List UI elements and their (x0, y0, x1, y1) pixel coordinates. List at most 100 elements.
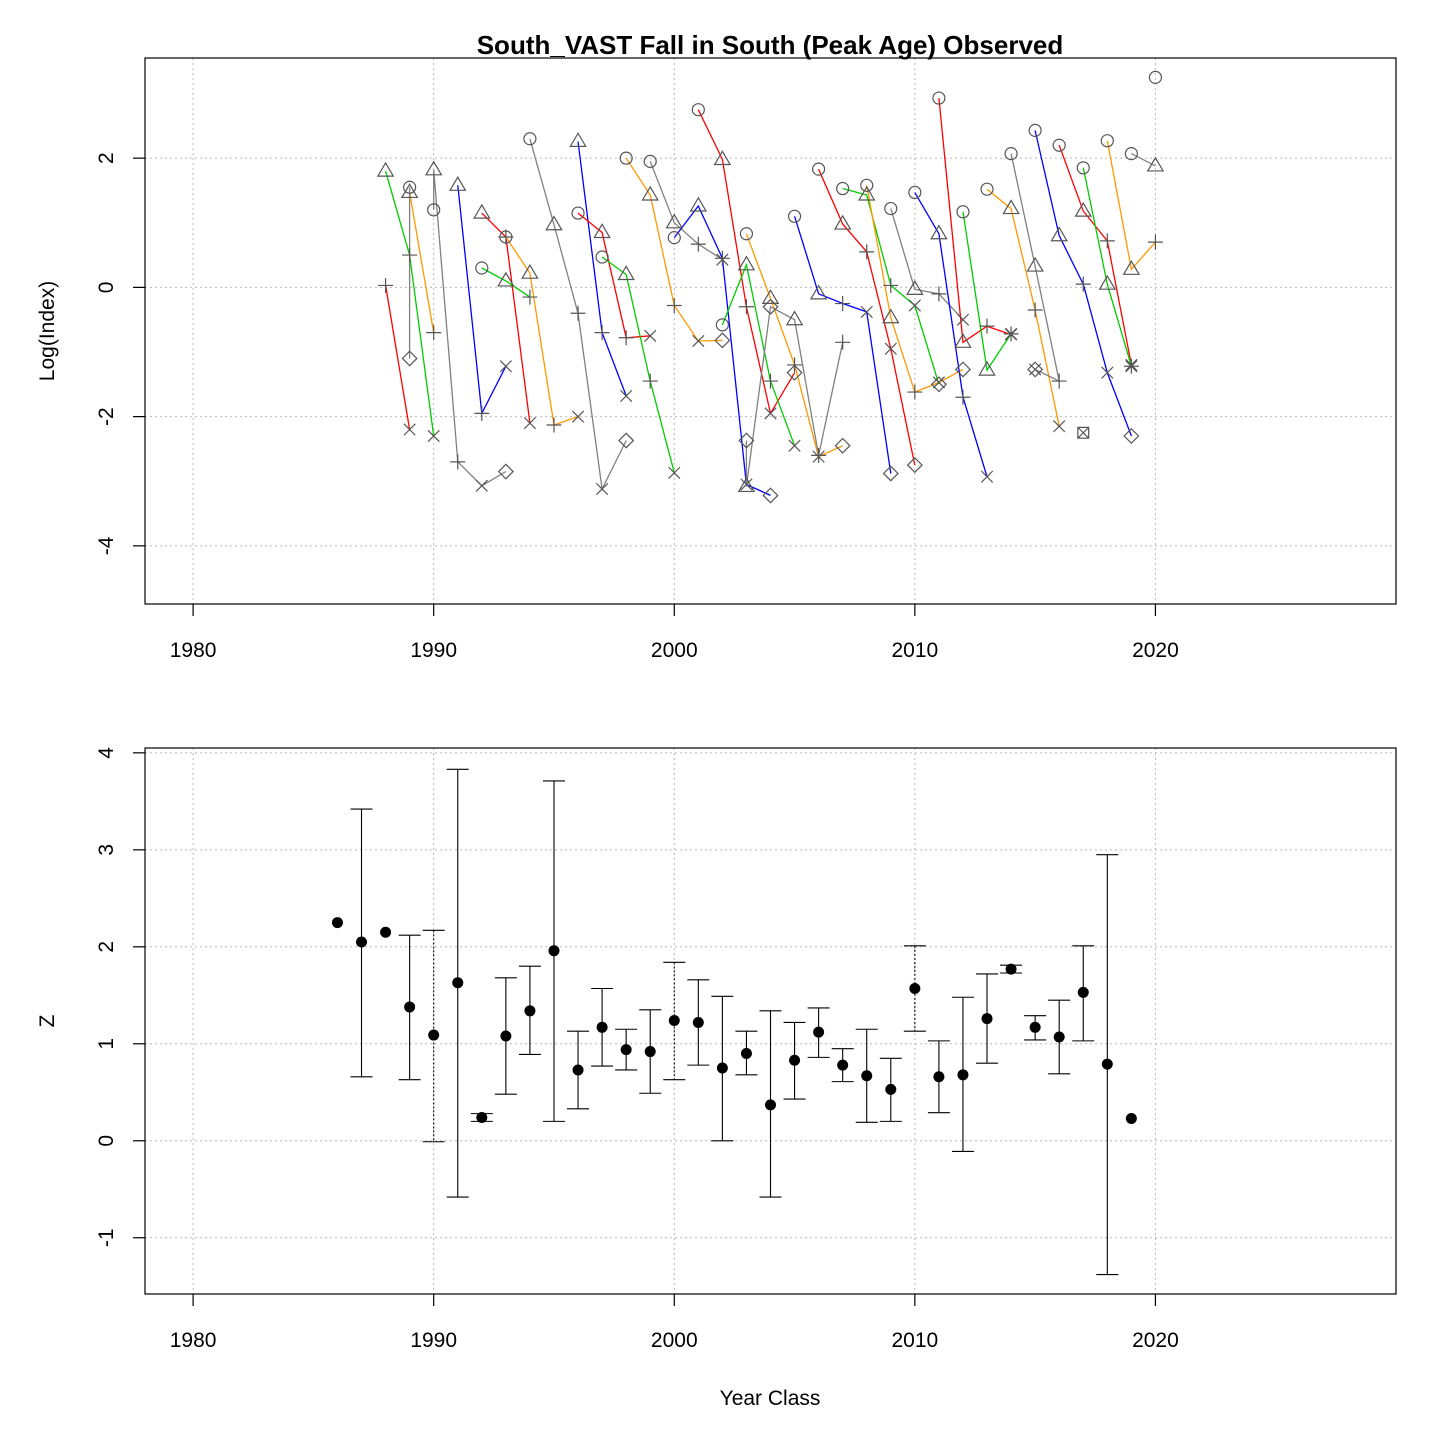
circle-point (571, 206, 585, 220)
z-point-2001 (692, 1016, 704, 1028)
triangle-point (497, 271, 515, 287)
cross-point (932, 376, 946, 389)
z-point-2015 (1029, 1021, 1041, 1033)
z-point-2014 (1005, 963, 1017, 975)
plus-point (1099, 233, 1115, 249)
z-point-1995 (548, 945, 560, 957)
triangle-point (954, 333, 972, 348)
z-point-1996 (572, 1064, 584, 1076)
triangle-point (1002, 199, 1020, 215)
triangle-point (569, 132, 587, 147)
log-index-panel: 1980 1990 2000 2010 2020 -4 -2 0 2 South_VAST Fa… (36, 30, 1397, 662)
triangle-point (400, 183, 419, 199)
triangle-point (449, 176, 467, 191)
triangle-point (521, 263, 539, 279)
circle-point (787, 209, 802, 223)
cohort-line-0 (384, 285, 411, 430)
top-ytick-label: -4 (95, 536, 118, 555)
cohort-line-29 (1010, 153, 1061, 383)
diamond-point (786, 364, 803, 381)
bottom-y-axis-title: Z (36, 1014, 59, 1027)
plus-point (666, 297, 682, 313)
z-point-1998 (620, 1044, 632, 1056)
plus-point (1075, 276, 1091, 292)
cohort-line-12 (601, 256, 675, 473)
z-point-2005 (789, 1054, 801, 1066)
plus-point (1051, 373, 1067, 389)
plus-point (498, 229, 514, 245)
top-ytick-label: 2 (95, 152, 118, 164)
cross-point (764, 407, 777, 420)
circle-point (980, 182, 994, 196)
circle-point (956, 205, 970, 219)
z-point-1994 (524, 1005, 536, 1017)
boxx-point (1077, 426, 1090, 439)
triangle-point (1050, 226, 1068, 242)
circle-point (691, 103, 705, 117)
plus-point (450, 454, 466, 470)
bottom-ytick-label: 0 (95, 1135, 118, 1147)
z-point-2009 (885, 1083, 897, 1095)
cross-point (595, 482, 609, 496)
bottom-ytick-label: 3 (95, 844, 118, 856)
cohort-line-32 (1082, 167, 1133, 367)
diamond-point (714, 332, 731, 349)
circle-point (619, 151, 633, 165)
z-point-1987 (356, 936, 368, 948)
z-point-2018 (1101, 1058, 1113, 1070)
cohort-line-24 (890, 208, 964, 321)
z-point-2011 (933, 1071, 945, 1083)
triangle-point (376, 161, 395, 177)
cross-point (499, 360, 512, 373)
z-point-1986 (331, 917, 343, 929)
plus-point (1027, 302, 1043, 318)
diamond-point (618, 432, 635, 449)
triangle-point (617, 265, 635, 281)
triangle-point (1074, 201, 1092, 217)
bottom-plot-frame (144, 747, 1397, 1295)
circle-point (499, 230, 513, 244)
plus-point (618, 330, 634, 346)
circle-point (1052, 138, 1066, 152)
cross-point (860, 305, 873, 319)
cross-point (1053, 420, 1066, 433)
diamond-point (762, 487, 779, 504)
plus-point (811, 447, 827, 463)
cross-point (403, 423, 416, 436)
diamond-point (954, 361, 972, 378)
diamond-point (1123, 427, 1140, 445)
z-point-1990 (428, 1029, 440, 1041)
circle-point (523, 132, 537, 146)
triangle-point (713, 150, 732, 166)
diamond-point (882, 465, 899, 482)
cohort-line-14 (649, 161, 723, 261)
plus-point (714, 250, 730, 266)
triangle-point (857, 185, 876, 201)
triangle-point (1146, 156, 1165, 172)
diamond-point (497, 463, 514, 480)
circle-point (932, 91, 946, 105)
circle-point (427, 203, 441, 217)
plus-point (426, 325, 442, 341)
top-xtick-label: 2020 (1132, 639, 1179, 662)
star-point (1003, 326, 1019, 342)
diamond-point (834, 437, 851, 454)
plus-point (883, 277, 899, 293)
z-point-1992 (476, 1111, 488, 1123)
triangle-point (785, 310, 804, 326)
plus-point (835, 296, 851, 312)
triangle-point (809, 284, 828, 300)
cross-point (523, 416, 537, 430)
diamond-point (906, 457, 923, 474)
top-xtick-label: 1980 (170, 639, 217, 662)
cross-point (475, 479, 488, 492)
z-point-2012 (957, 1069, 969, 1081)
top-xtick-label: 2000 (651, 639, 698, 662)
diamond-point (1027, 361, 1044, 378)
circle-point (1124, 147, 1138, 161)
plus-point (955, 389, 971, 405)
cohort-line-11 (577, 212, 651, 339)
plus-point (690, 236, 706, 252)
top-ytick-label: -2 (95, 407, 118, 426)
z-point-2007 (837, 1059, 849, 1071)
